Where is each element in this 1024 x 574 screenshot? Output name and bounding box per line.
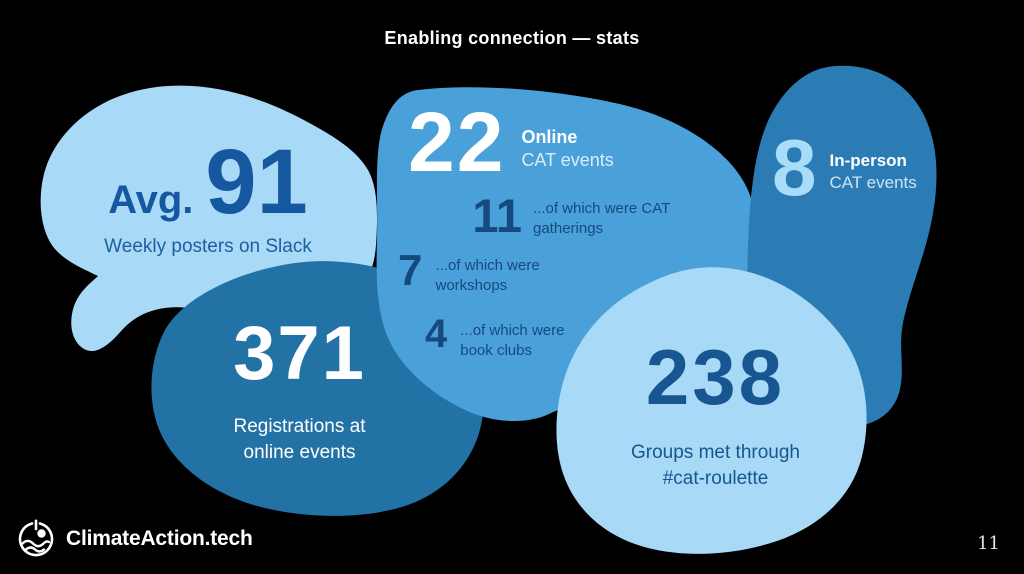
stat-roulette-value: 238 [645, 333, 786, 421]
breakdown-gatherings-line2: gatherings [533, 220, 604, 238]
breakdown-workshops-value: 7 [398, 246, 423, 295]
stat-online-label: CAT events [521, 149, 614, 170]
stat-inperson-value: 8 [772, 123, 817, 212]
brand-lockup: ClimateAction.tech [16, 519, 253, 559]
stat-online-value: 22 [408, 95, 506, 189]
breakdown-workshops-line2: workshops [435, 277, 508, 295]
stat-inperson-label: CAT events [829, 173, 917, 193]
stat-roulette-caption-line1: Groups met through [631, 442, 800, 463]
stat-online-events: 22 Online CAT events [408, 100, 614, 184]
page-number: 11 [977, 533, 1000, 554]
breakdown-book-clubs-line1: ...of which were [460, 322, 565, 339]
stat-online-label-bold: Online [521, 127, 578, 147]
stat-slack-value: 91 [205, 131, 308, 233]
blob-roulette [556, 267, 867, 554]
breakdown-book-clubs: 4 ...of which were book clubs [425, 314, 564, 362]
breakdown-workshops-line1: ...of which were [435, 257, 540, 274]
breakdown-workshops: 7 ...of which were workshops [398, 249, 540, 297]
stat-slack: Avg. 91 Weekly posters on Slack [68, 136, 348, 258]
stat-slack-caption: Weekly posters on Slack [104, 236, 312, 257]
breakdown-gatherings-value: 11 [472, 189, 522, 242]
stat-slack-prefix: Avg. [108, 178, 194, 222]
stat-roulette: 238 Groups met through #cat-roulette [598, 338, 833, 491]
brand-name: ClimateAction.tech [66, 527, 253, 550]
page-title: Enabling connection — stats [384, 28, 640, 48]
stat-registrations-caption-line1: Registrations at [233, 416, 366, 437]
breakdown-gatherings-line1: ...of which were CAT [533, 200, 671, 217]
stat-registrations-caption-line2: online events [243, 441, 356, 463]
stat-inperson: 8 In-person CAT events [772, 128, 917, 208]
breakdown-gatherings: 11 ...of which were CAT gatherings [428, 192, 670, 240]
breakdown-book-clubs-value: 4 [425, 312, 448, 356]
stat-inperson-label-bold: In-person [829, 151, 907, 170]
climateaction-logo-icon [18, 519, 54, 557]
stat-registrations: 371 Registrations at online events [182, 316, 417, 465]
stat-registrations-value: 371 [233, 311, 366, 396]
stat-roulette-caption-line2: #cat-roulette [662, 467, 769, 489]
breakdown-book-clubs-line2: book clubs [460, 342, 532, 360]
